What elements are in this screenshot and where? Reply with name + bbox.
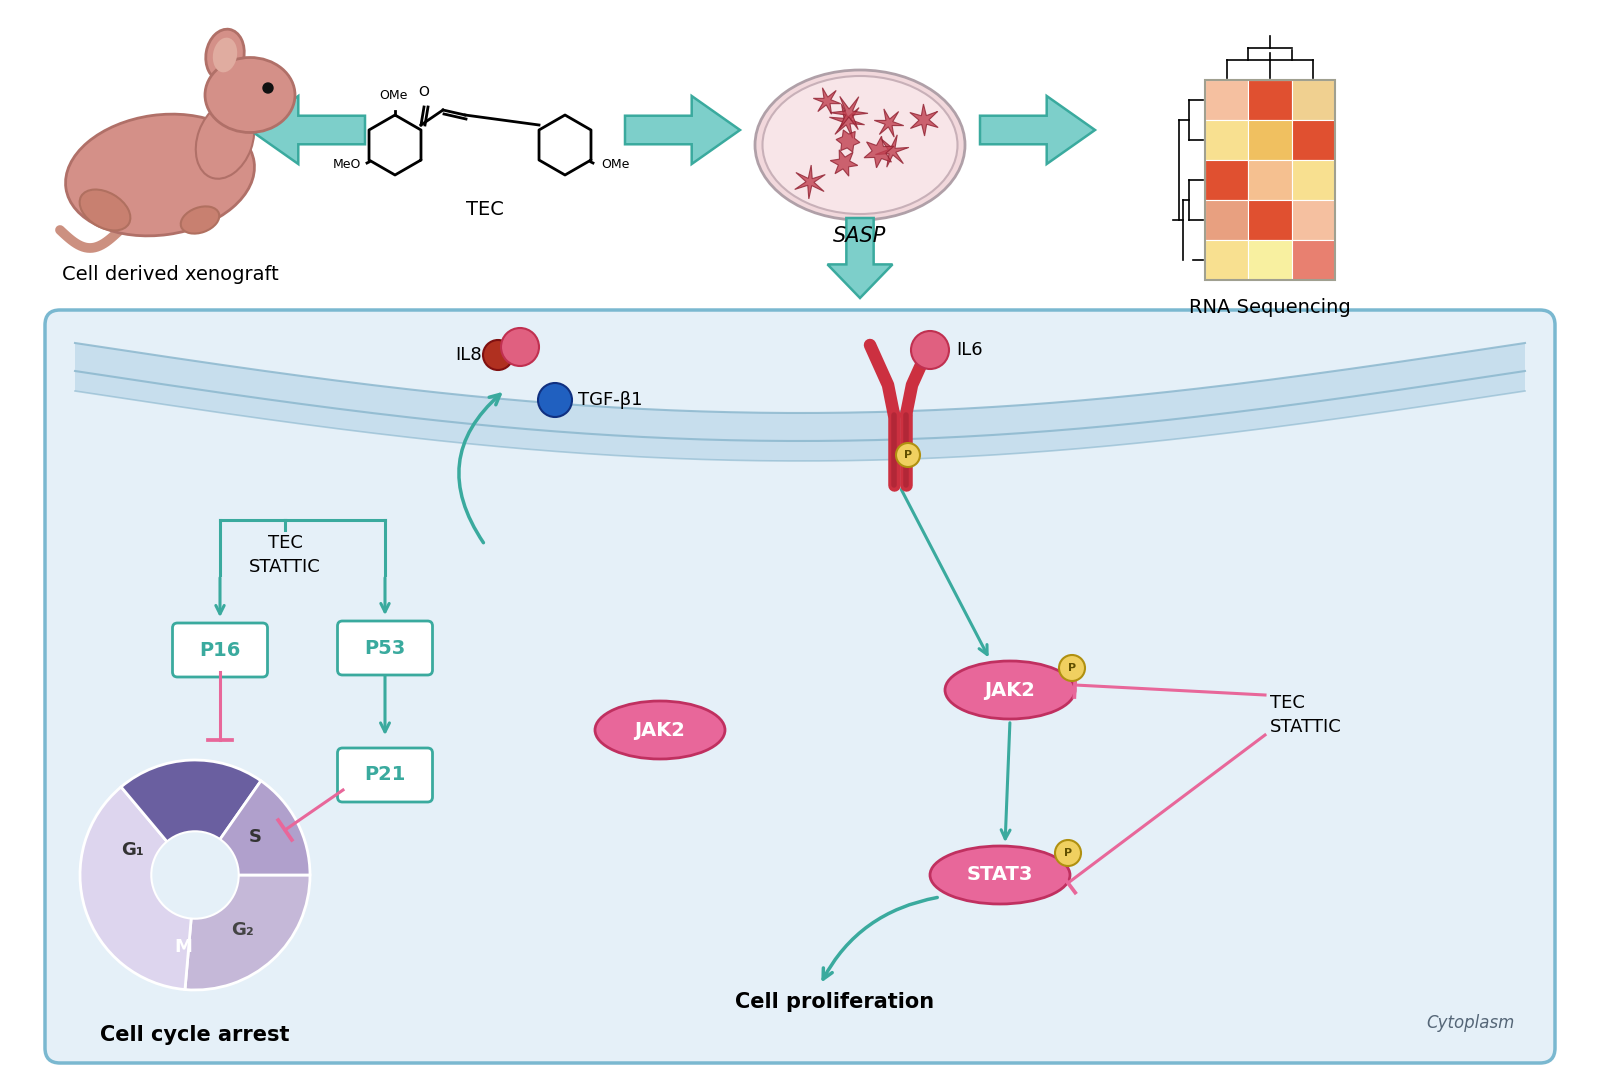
Text: JAK2: JAK2: [635, 720, 685, 740]
Ellipse shape: [930, 846, 1070, 904]
Circle shape: [896, 443, 920, 467]
Bar: [1205, 240, 1248, 280]
Bar: [1291, 240, 1334, 280]
Text: P: P: [904, 451, 912, 460]
Polygon shape: [827, 218, 893, 298]
Ellipse shape: [205, 57, 294, 132]
Bar: [1291, 200, 1334, 240]
Ellipse shape: [763, 76, 957, 214]
Text: P16: P16: [200, 640, 240, 660]
FancyArrowPatch shape: [822, 898, 938, 979]
Polygon shape: [813, 88, 840, 114]
Text: TEC
STATTIC: TEC STATTIC: [1270, 693, 1342, 736]
Text: MeO: MeO: [333, 158, 362, 171]
Text: STAT3: STAT3: [966, 865, 1034, 885]
Bar: [1205, 80, 1248, 120]
FancyBboxPatch shape: [338, 621, 432, 675]
Ellipse shape: [80, 190, 130, 231]
Bar: [1291, 160, 1334, 200]
Text: OMe: OMe: [602, 158, 629, 171]
Text: P: P: [1067, 663, 1077, 673]
Circle shape: [501, 328, 539, 366]
Text: OMe: OMe: [379, 89, 406, 102]
Ellipse shape: [181, 207, 219, 234]
FancyBboxPatch shape: [173, 623, 267, 677]
Polygon shape: [795, 165, 826, 199]
Bar: [1248, 160, 1291, 200]
Circle shape: [483, 340, 514, 370]
Bar: [1205, 160, 1248, 200]
Polygon shape: [874, 109, 904, 138]
Bar: [1205, 120, 1248, 160]
Circle shape: [910, 331, 949, 369]
Text: P53: P53: [365, 639, 406, 657]
Bar: [1205, 200, 1248, 240]
Text: P21: P21: [365, 766, 406, 784]
Polygon shape: [830, 96, 867, 130]
Text: JAK2: JAK2: [984, 680, 1035, 700]
Bar: [1205, 80, 1334, 280]
Text: Cell cycle arrest: Cell cycle arrest: [101, 1025, 290, 1045]
FancyBboxPatch shape: [338, 748, 432, 803]
Bar: [1291, 80, 1334, 120]
Text: G₁: G₁: [122, 841, 144, 859]
Bar: [1248, 120, 1291, 160]
Ellipse shape: [755, 70, 965, 220]
Text: RNA Sequencing: RNA Sequencing: [1189, 298, 1350, 317]
Wedge shape: [80, 787, 195, 990]
Bar: [1248, 240, 1291, 280]
Text: TEC: TEC: [466, 200, 504, 219]
Text: SASP: SASP: [834, 226, 886, 246]
Ellipse shape: [66, 114, 254, 236]
Text: IL6: IL6: [957, 341, 982, 358]
Polygon shape: [910, 104, 938, 136]
Polygon shape: [979, 96, 1094, 164]
Text: O: O: [419, 84, 429, 99]
Polygon shape: [875, 134, 909, 167]
Text: S: S: [248, 828, 261, 846]
Ellipse shape: [946, 661, 1075, 719]
Circle shape: [1059, 655, 1085, 681]
Wedge shape: [122, 760, 261, 875]
Circle shape: [152, 832, 238, 918]
Circle shape: [262, 83, 274, 93]
Ellipse shape: [213, 38, 237, 73]
Polygon shape: [830, 149, 858, 177]
Polygon shape: [864, 136, 894, 168]
Text: P: P: [1064, 848, 1072, 858]
Wedge shape: [186, 875, 310, 990]
Polygon shape: [250, 96, 365, 164]
Ellipse shape: [195, 101, 254, 179]
Ellipse shape: [206, 29, 245, 81]
Circle shape: [1054, 840, 1082, 866]
Bar: [1291, 120, 1334, 160]
Text: Cytoplasm: Cytoplasm: [1427, 1014, 1515, 1032]
Polygon shape: [626, 96, 739, 164]
FancyArrowPatch shape: [459, 394, 499, 543]
Text: TGF-β1: TGF-β1: [578, 391, 643, 409]
Text: Cell proliferation: Cell proliferation: [736, 992, 934, 1012]
Text: IL8: IL8: [456, 345, 482, 364]
Text: Cell derived xenograft: Cell derived xenograft: [62, 265, 278, 284]
Ellipse shape: [595, 701, 725, 759]
FancyBboxPatch shape: [45, 310, 1555, 1064]
Polygon shape: [75, 343, 1525, 461]
Text: M: M: [174, 938, 192, 956]
Bar: [1248, 200, 1291, 240]
Bar: [1248, 80, 1291, 120]
Polygon shape: [829, 104, 864, 139]
Circle shape: [538, 383, 573, 417]
Text: G₂: G₂: [232, 921, 254, 939]
Polygon shape: [837, 130, 859, 152]
Wedge shape: [195, 781, 310, 875]
Text: TEC
STATTIC: TEC STATTIC: [250, 534, 322, 576]
